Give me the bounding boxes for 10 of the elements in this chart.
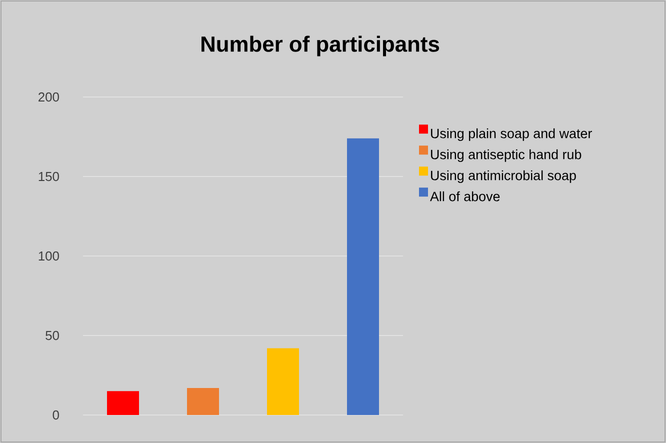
legend-label: Using antimicrobial soap: [431, 170, 576, 183]
y-tick-label: 100: [38, 251, 59, 261]
y-tick-label: 150: [38, 172, 59, 182]
chart-title: Number of participants: [202, 36, 440, 56]
legend-label: All of above: [430, 191, 500, 202]
legend-label: Using plain soap and water: [431, 128, 592, 141]
legend-label: Using antiseptic hand rub: [431, 149, 582, 162]
y-tick-label: 0: [52, 410, 59, 420]
y-tick-label: 50: [46, 330, 59, 340]
y-tick-label: 200: [38, 92, 59, 102]
